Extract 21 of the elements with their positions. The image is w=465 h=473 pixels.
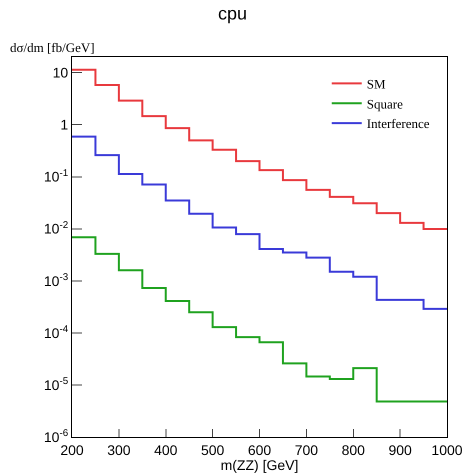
- y-tick-label: 10$^{-5}$: [44, 376, 69, 393]
- x-tick-label: 800: [342, 442, 366, 458]
- chart-title: cpu: [218, 4, 248, 24]
- x-axis-title: m(ZZ) [GeV]: [220, 457, 298, 473]
- x-tick-label: 700: [294, 442, 318, 458]
- y-tick-label: 10$^{-1}$: [44, 168, 68, 185]
- x-tick-label: 400: [154, 442, 178, 458]
- y-axis-title: dσ/dm [fb/GeV]: [10, 40, 95, 55]
- legend-label: Square: [366, 96, 404, 112]
- y-tick-label: 10$^{-3}$: [44, 272, 69, 289]
- x-tick-label: 900: [388, 442, 412, 458]
- x-tick-label: 500: [200, 442, 225, 458]
- x-tick-label: 1000: [431, 442, 463, 458]
- y-tick-label: 1: [60, 116, 68, 133]
- x-tick-label: 300: [107, 442, 131, 458]
- y-tick-label: 10: [52, 64, 68, 81]
- y-tick-label: 10$^{-2}$: [44, 220, 68, 237]
- legend-label: Interference: [366, 116, 430, 132]
- legend-label: SM: [366, 76, 386, 92]
- y-tick-label: 10$^{-4}$: [44, 324, 69, 341]
- x-tick-label: 600: [248, 442, 272, 458]
